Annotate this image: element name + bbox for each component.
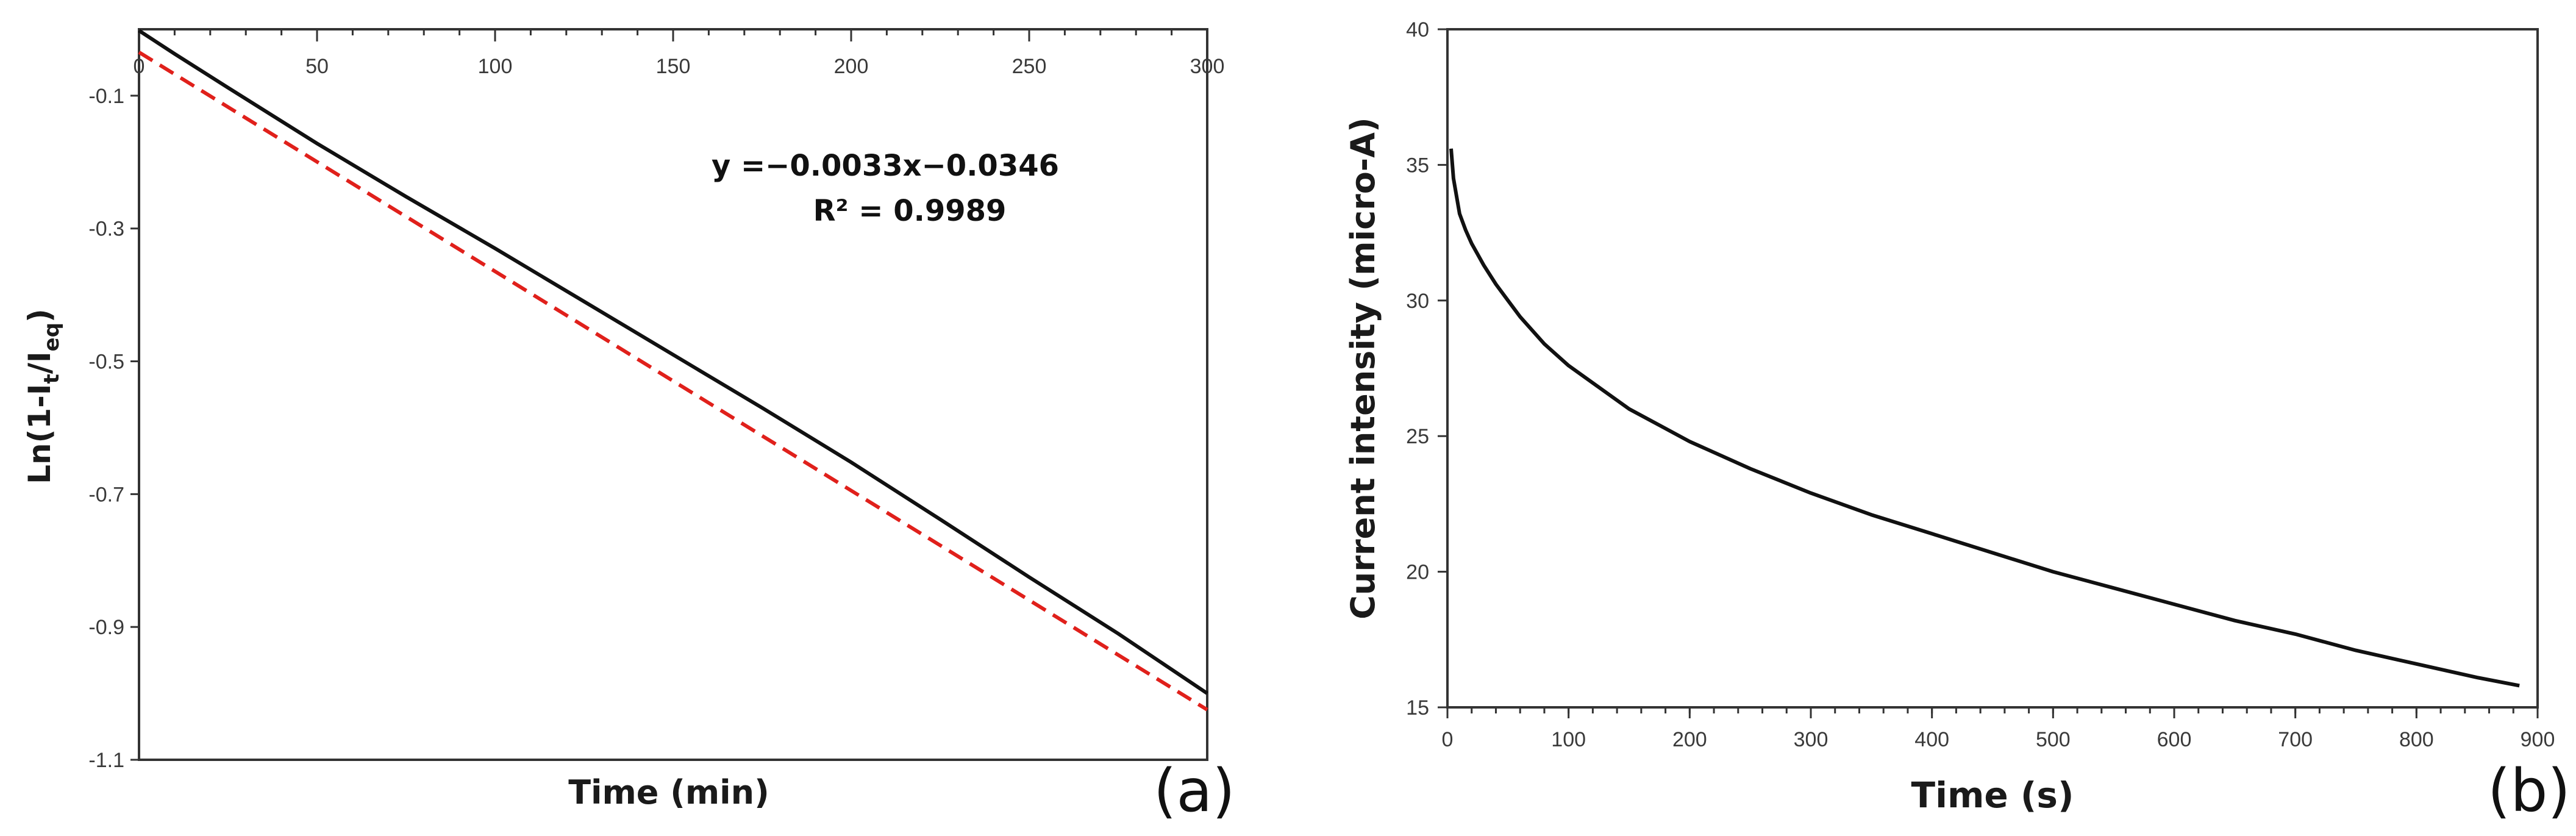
fit-equation-label: y =−0.0033x−0.0346 [712,149,1059,183]
panel-a-y-title-sub-t: t [40,374,64,384]
panel-b-y-tick-label: 30 [1406,290,1429,313]
panel-a-x-tick-label: 0 [134,55,145,78]
panel-b-series [1449,148,2520,688]
panel-a-y-ticks: -0.1 -0.3 -0.5 -0.7 -0.9 -1.1 [88,85,139,772]
panel-a-y-title-part-1: Ln(1-I [22,384,57,484]
panel-a-y-tick-label: -0.7 [88,483,124,506]
panel-b-y-tick-label: 20 [1406,561,1429,584]
panel-b-x-tick-label: 100 [1551,728,1586,751]
panel-a-series [138,29,1208,712]
panel-a-y-tick-label: -0.5 [88,351,124,374]
panel-a-y-axis-title: Ln(1-It/Ieq) [22,309,64,484]
panel-b-x-axis-title: Time (s) [1911,774,2074,816]
panel-a-x-tick-label: 200 [834,55,869,78]
panel-a-x-ticks: 0 50 100 150 200 250 300 [134,29,1225,78]
panel-a-tag: (a) [1154,757,1235,825]
panel-b-x-tick-label: 0 [1442,728,1454,751]
panel-b-x-tick-label: 700 [2278,728,2313,751]
panel-b-y-tick-label: 35 [1406,154,1429,177]
panel-b-data-line [1449,148,2520,688]
panel-b-y-tick-label: 40 [1406,18,1429,41]
panel-a: 0 50 100 150 200 250 300 -0.1-0.3-0.5-0.7-0.9-… [22,28,1235,825]
panel-a-y-title-sub-eq: eq [40,323,64,351]
r-squared-label: R² = 0.9989 [813,194,1007,228]
panel-b-x-tick-label: 500 [2036,728,2071,751]
panel-a-y-tick-label: -0.9 [88,616,124,639]
panel-b-x-ticks: 0 100 200 300 400 500 600 700 800 900 [1442,707,2555,751]
panel-a-y-title-part-3: ) [22,309,57,323]
panel-a-fit-line [138,51,1208,712]
panel-a-y-tick-label: -0.3 [88,218,124,241]
panel-a-x-tick-label: 50 [305,55,329,78]
panel-a-y-tick-label: -1.1 [88,749,124,772]
panel-b-x-tick-label: 300 [1794,728,1829,751]
panel-b-y-tick-label: 15 [1406,696,1429,720]
panel-a-y-title-part-2: /I [22,351,57,374]
panel-a-plot-frame [138,28,1208,761]
panel-b-tag: (b) [2488,757,2571,825]
panel-b-x-tick-label: 800 [2399,728,2434,751]
panel-b-x-tick-label: 200 [1672,728,1707,751]
panel-a-x-tick-label: 300 [1190,55,1225,78]
panel-a-x-tick-label: 250 [1012,55,1047,78]
panel-b-x-tick-label: 400 [1914,728,1949,751]
panel-b-y-axis-title: Current intensity (micro-A) [1344,117,1382,619]
panel-a-y-tick-label: -0.1 [88,85,124,108]
panel-b-y-ticks: 15 20 25 30 35 40 [1406,18,1447,720]
panel-a-x-axis-title: Time (min) [568,773,769,812]
panel-a-x-tick-label: 150 [656,55,691,78]
panel-a-x-tick-label: 100 [478,55,513,78]
panel-a-data-line [138,29,1208,695]
panel-b-x-tick-label: 600 [2157,728,2192,751]
panel-b: 0 100 200 300 400 500 600 700 800 900 15 20 25 30 35 4… [1344,18,2571,825]
panel-b-plot-frame [1446,28,2539,709]
panel-b-x-tick-label: 900 [2521,728,2555,751]
panel-b-y-tick-label: 25 [1406,425,1429,448]
